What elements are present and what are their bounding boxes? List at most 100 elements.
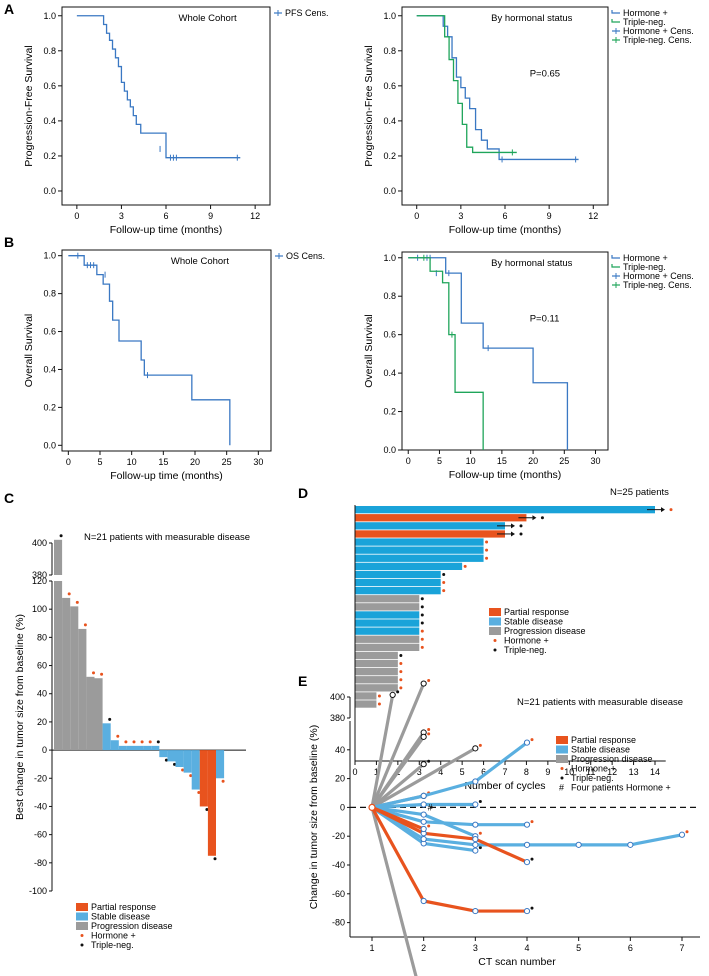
x-tick-label: 10 (127, 457, 137, 467)
legend-label: Partial response (504, 607, 569, 617)
legend-dot (493, 648, 497, 652)
y-tick-label: 40 (335, 745, 345, 755)
marker-dot (140, 740, 144, 744)
spider-point (627, 841, 634, 848)
y-tick-label: 380 (32, 570, 47, 580)
x-tick-label: 10 (564, 767, 574, 777)
waterfall-bar (167, 750, 176, 762)
marker-dot (399, 686, 403, 690)
y-tick-label: 0 (340, 802, 345, 812)
marker-dot (420, 637, 424, 641)
panel-label-b: B (4, 234, 14, 250)
spider-point (420, 792, 427, 799)
cycles-bar (355, 546, 484, 554)
marker-dot (519, 524, 523, 528)
legend-label: Hormone + Cens. (623, 26, 694, 36)
spider-line (370, 681, 426, 810)
x-tick-label: 9 (545, 767, 550, 777)
spider-point (420, 825, 427, 833)
km-line-tripleneg (416, 15, 517, 154)
legend-label: Triple-neg. (623, 262, 666, 272)
legend-swatch (489, 608, 501, 616)
y-tick-label: -20 (34, 773, 47, 783)
y-tick-label: 0.6 (43, 81, 56, 91)
marker-dot (100, 672, 104, 676)
marker-dot (463, 564, 467, 568)
waterfall-bar (159, 750, 168, 758)
y-tick-label: 0.2 (383, 151, 396, 161)
legend-label: PFS Cens. (285, 8, 329, 18)
y-tick-label: 380 (330, 713, 345, 723)
cycles-bar (355, 578, 441, 587)
cycles-bar (355, 562, 463, 570)
marker-dot (399, 653, 403, 657)
marker-dot (164, 758, 168, 762)
waterfall-bar (135, 745, 144, 751)
y-tick-label: 0.8 (383, 291, 396, 301)
cycles-bar (355, 530, 505, 538)
spider-line (370, 805, 529, 827)
y-tick-label: 0.8 (43, 46, 56, 56)
marker-dot (530, 738, 534, 742)
legend-dot (80, 943, 84, 947)
marker-dot (59, 534, 63, 538)
chart-title: N=21 patients with measurable disease (517, 697, 683, 708)
legend-dot (493, 639, 497, 642)
cycles-bar (355, 635, 420, 643)
marker-dot (396, 690, 400, 694)
spider-point (420, 897, 427, 905)
x-tick-label: 4 (524, 943, 529, 953)
spider-line (370, 740, 529, 810)
chart-title: N=21 patients with measurable disease (84, 532, 250, 543)
y-axis-label: Best change in tumor size from baseline … (14, 614, 26, 820)
svg-text:A: A (4, 1, 14, 17)
x-tick-label: 25 (559, 456, 569, 466)
marker-dot (116, 734, 120, 738)
ongoing-arrowhead (532, 515, 537, 521)
x-tick-label: 6 (628, 943, 633, 953)
spider-point (523, 739, 531, 746)
legend-swatch (489, 617, 501, 626)
y-tick-label: 0.2 (43, 151, 56, 161)
marker-dot (427, 728, 431, 732)
legend-swatch (611, 264, 620, 268)
chart-title: By hormonal status (491, 258, 573, 269)
cycles-bar (355, 700, 377, 708)
y-tick-label: 1.0 (383, 11, 396, 21)
y-tick-label: -40 (34, 801, 47, 811)
cycles-bar (355, 619, 420, 627)
marker-dot (427, 824, 431, 828)
spider-line (370, 762, 426, 810)
marker-dot (427, 679, 431, 683)
waterfall-bar (183, 750, 192, 773)
marker-dot (442, 581, 446, 585)
legend-swatch (611, 19, 620, 23)
plot-frame (401, 6, 609, 206)
legend-label: Triple-neg. (91, 940, 134, 950)
y-tick-label: 400 (330, 692, 345, 702)
waterfall-bar (54, 539, 63, 575)
km-line-pfs (76, 15, 241, 159)
ongoing-arrowhead (511, 523, 515, 529)
marker-dot (156, 740, 160, 744)
legend-swatch (611, 10, 620, 14)
p-value-annotation: P=0.65 (530, 68, 560, 79)
legend-label: Partial response (571, 735, 636, 745)
cycles-bar (355, 570, 441, 579)
spider-point (420, 818, 427, 825)
x-tick-label: 0 (74, 211, 79, 221)
legend-label: Hormone + (623, 253, 668, 263)
x-tick-label: 7 (502, 767, 507, 777)
spider-line (370, 805, 529, 913)
x-tick-label: 0 (66, 457, 71, 467)
y-tick-label: -80 (332, 918, 345, 928)
marker-dot (485, 556, 489, 560)
legend-label: Hormone + (623, 8, 668, 18)
marker-dot (420, 597, 424, 601)
y-tick-label: 1.0 (383, 253, 396, 263)
marker-dot (181, 768, 185, 772)
legend-label: Progression disease (91, 921, 173, 931)
